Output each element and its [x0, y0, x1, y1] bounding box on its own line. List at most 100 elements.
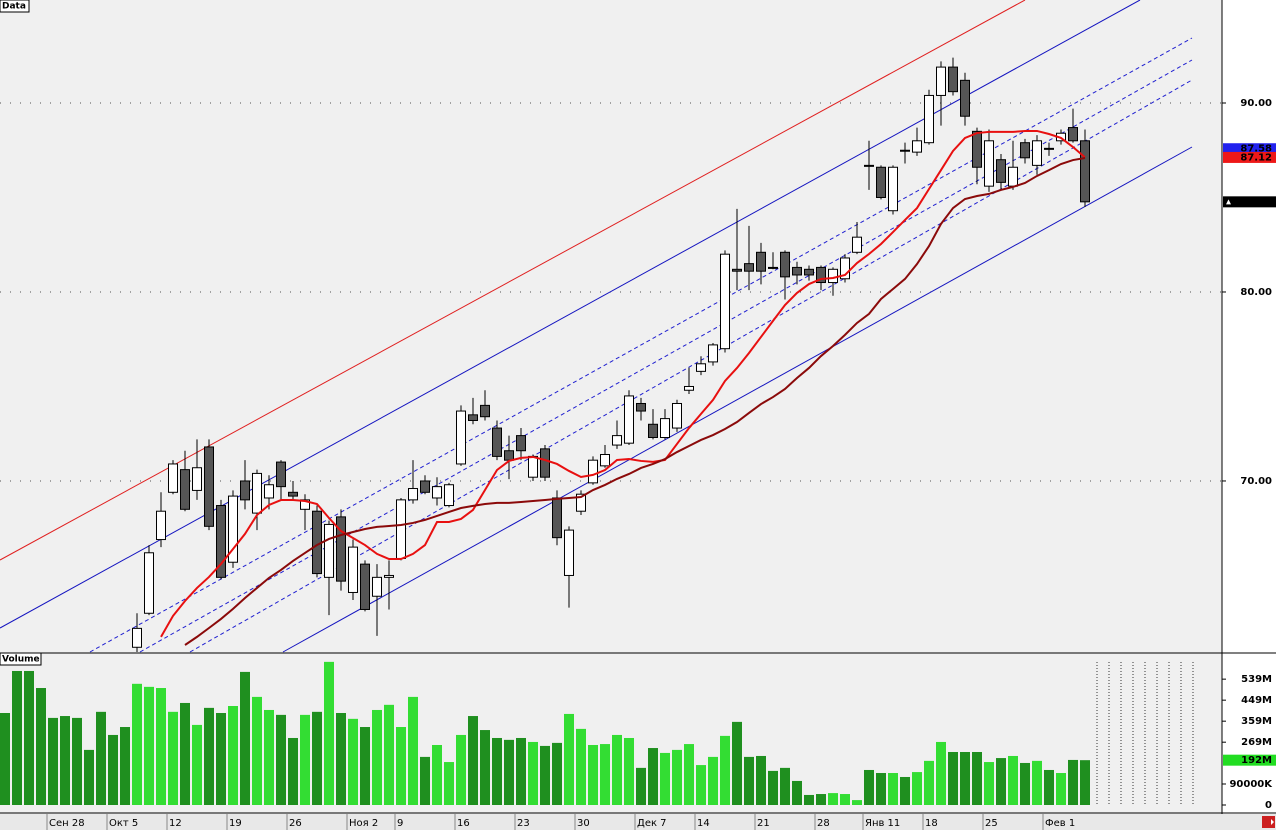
volume-bar [996, 758, 1006, 805]
candle-body [924, 94, 934, 144]
volume-bar [564, 713, 574, 805]
candle-body [624, 395, 634, 444]
x-tick-label: 23 [517, 818, 530, 829]
volume-bar [1044, 769, 1054, 805]
candle-body [396, 499, 406, 559]
volume-bar [1080, 760, 1090, 805]
candle-body [168, 463, 178, 493]
volume-bar [624, 737, 634, 805]
candle-body [480, 404, 490, 418]
y-tick-label: 449M [1241, 695, 1272, 706]
volume-bar [540, 745, 550, 805]
volume-bar [708, 756, 718, 805]
x-tick-label: 30 [577, 818, 590, 829]
candle-body [876, 166, 886, 198]
volume-bar [216, 713, 226, 805]
x-tick-label: 28 [817, 818, 830, 829]
price-tag-label: 84.77 [1240, 197, 1272, 208]
volume-bar [132, 683, 142, 805]
volume-bar [144, 686, 154, 805]
candle-body [864, 164, 874, 167]
volume-bar [156, 688, 166, 805]
volume-bar [804, 794, 814, 805]
volume-bar [900, 776, 910, 805]
volume-bar [48, 717, 58, 805]
candle-body [588, 459, 598, 484]
volume-bar [228, 705, 238, 805]
candle-body [984, 140, 994, 187]
candle-body [972, 130, 982, 168]
volume-bar [276, 714, 286, 805]
candle-body [744, 263, 754, 272]
x-tick-label: Дек 7 [637, 818, 667, 829]
candle-body [228, 495, 238, 563]
candle-body [648, 423, 658, 439]
panel-label-box [0, 0, 30, 13]
ma-line [184, 157, 1086, 646]
candle-body [732, 268, 742, 272]
volume-bar [828, 793, 838, 805]
candle-body [600, 454, 610, 467]
volume-bar [0, 713, 10, 805]
volume-bar [552, 742, 562, 805]
x-tick-label: 19 [229, 818, 242, 829]
volume-bar [444, 762, 454, 805]
x-tick-label: Ноя 2 [349, 818, 378, 829]
x-tick-label: Сен 28 [49, 818, 85, 829]
candle-body [528, 455, 538, 478]
scroll-button[interactable] [1262, 816, 1275, 828]
volume-panel [0, 654, 1222, 812]
candle-body [936, 66, 946, 96]
price-tag [1223, 196, 1276, 208]
volume-bar [576, 728, 586, 805]
volume-bar [816, 794, 826, 805]
volume-bar [984, 762, 994, 805]
candle-body [996, 159, 1006, 183]
volume-bar [264, 709, 274, 805]
x-tick-label: Окт 5 [109, 818, 138, 829]
candle-body [852, 236, 862, 253]
volume-bar [372, 709, 382, 805]
x-tick-label: 9 [397, 818, 403, 829]
volume-bar [204, 707, 214, 805]
volume-bar [684, 744, 694, 805]
candle-body [372, 576, 382, 597]
volume-tag-label: 192M [1241, 755, 1272, 766]
volume-bar [456, 734, 466, 805]
candle-body [900, 149, 910, 152]
candle-body [1044, 147, 1054, 150]
candle-body [1020, 142, 1030, 159]
panel-label: Volume [2, 655, 40, 665]
volume-bar [480, 730, 490, 805]
candle-body [420, 480, 430, 493]
volume-bar [588, 744, 598, 805]
volume-bar [312, 711, 322, 805]
candle-body [300, 499, 310, 510]
volume-bar [348, 718, 358, 805]
candle-body [432, 486, 442, 499]
candle-body [912, 140, 922, 153]
candle-body [204, 446, 214, 527]
candle-body [252, 472, 262, 514]
ma-line [160, 129, 1086, 638]
candle-body [456, 410, 466, 465]
panel-label: Data [2, 2, 26, 12]
candle-body [1032, 140, 1042, 166]
x-tick-label: 18 [925, 818, 938, 829]
candle-body [360, 563, 370, 610]
price-tag-label: 87.58 [1240, 144, 1272, 155]
candle-body [840, 257, 850, 280]
candle-body [948, 66, 958, 93]
channel-line [282, 146, 1193, 653]
volume-bar [84, 749, 94, 805]
x-tick-label: 26 [289, 818, 302, 829]
candle-body [792, 266, 802, 276]
candle-body [504, 450, 514, 461]
volume-bar [696, 765, 706, 805]
volume-bar [72, 717, 82, 805]
candle-body [276, 461, 286, 488]
volume-bar [180, 702, 190, 805]
candle-body [804, 268, 814, 276]
